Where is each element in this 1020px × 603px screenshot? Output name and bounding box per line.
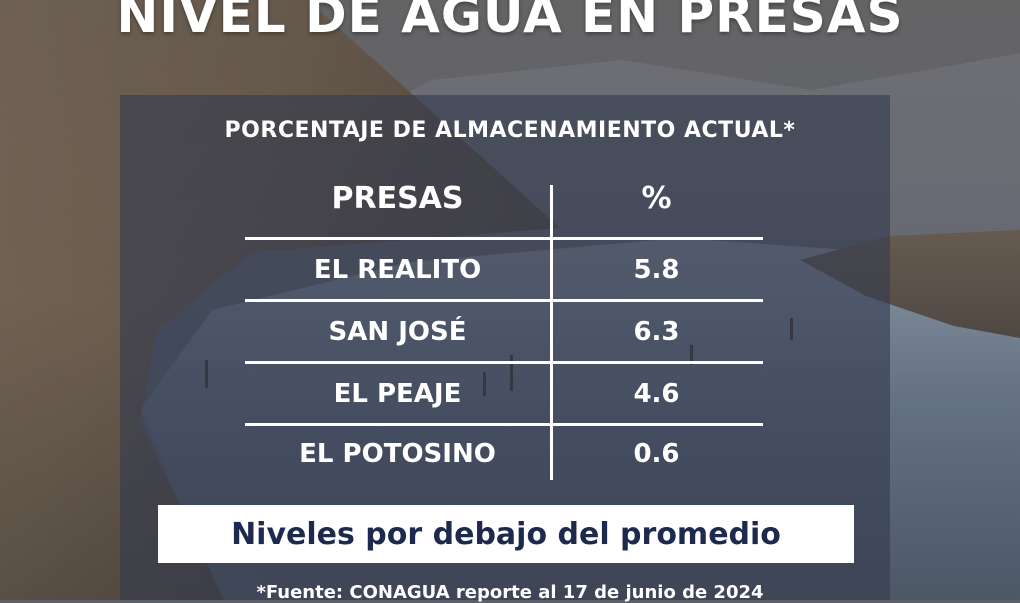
banner-text: Niveles por debajo del promedio [231, 516, 781, 552]
dam-name: EL REALITO [313, 255, 482, 285]
dam-value: 0.6 [633, 439, 680, 469]
row-divider [245, 237, 763, 240]
page-subtitle: PORCENTAJE DE ALMACENAMIENTO ACTUAL* [224, 118, 796, 143]
row-divider [245, 361, 763, 364]
dam-table: PRESAS % EL REALITO 5.8 SAN JOSÉ 6.3 EL … [245, 175, 763, 480]
page-title: NIVEL DE AGUA EN PRESAS [116, 0, 904, 44]
dam-name: EL POTOSINO [299, 439, 496, 469]
below-average-banner: Niveles por debajo del promedio [158, 505, 854, 563]
dam-value: 4.6 [633, 379, 680, 409]
header-presas: PRESAS [331, 181, 464, 216]
source-footnote: *Fuente: CONAGUA reporte al 17 de junio … [256, 582, 764, 603]
dam-name: EL PEAJE [333, 379, 462, 409]
row-divider [245, 423, 763, 426]
dam-value: 5.8 [633, 255, 680, 285]
dam-name: SAN JOSÉ [328, 317, 467, 347]
row-divider [245, 299, 763, 302]
header-percent: % [641, 181, 672, 216]
dam-value: 6.3 [633, 317, 680, 347]
column-divider [550, 185, 553, 480]
